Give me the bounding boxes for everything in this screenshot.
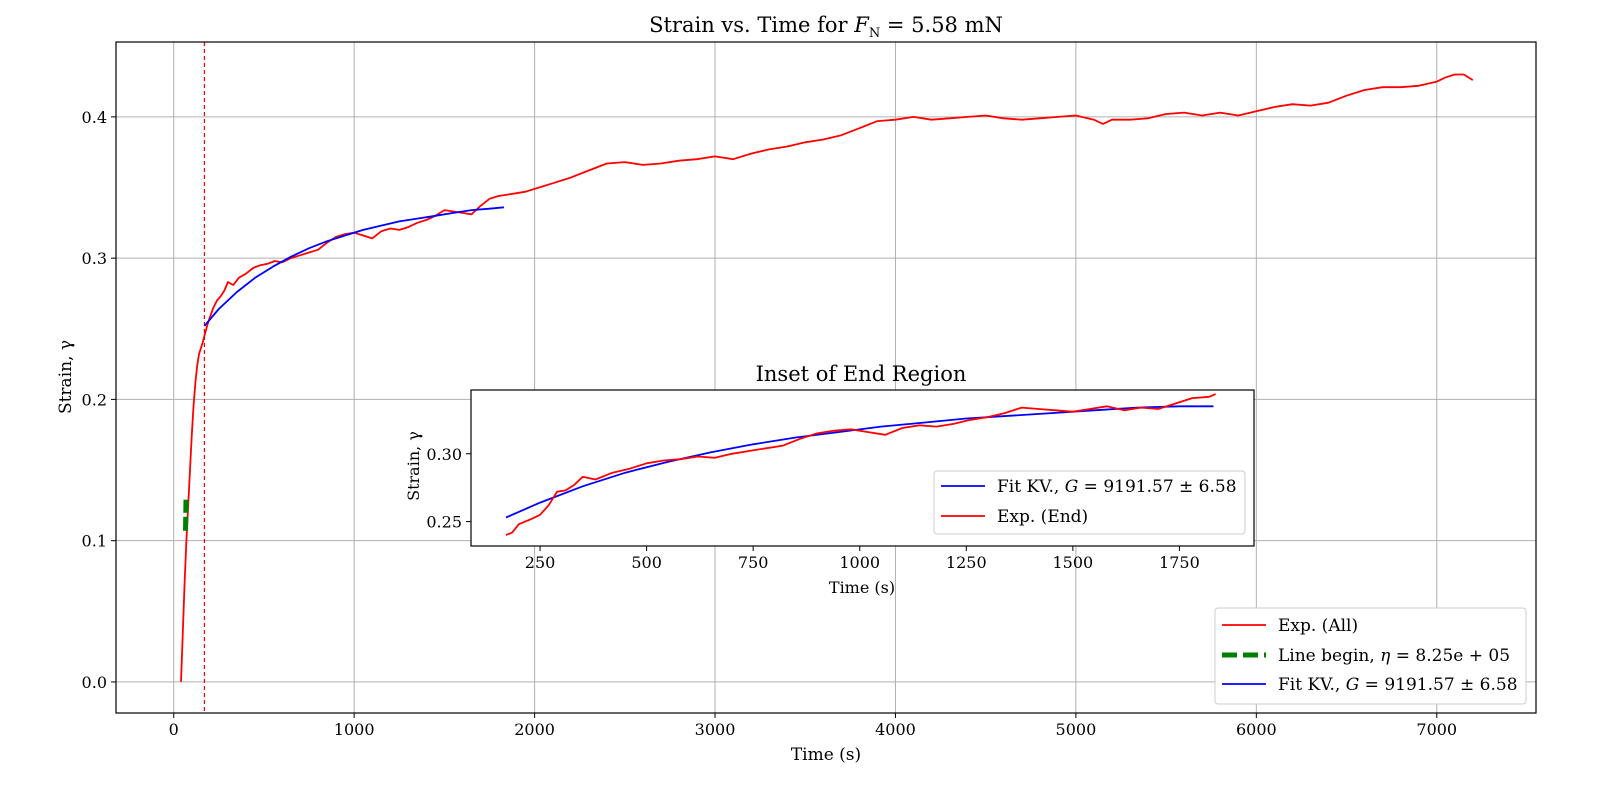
x-tick-label-0: 0 bbox=[169, 720, 179, 739]
legend-label-line-begin: Line begin, η = 8.25e + 05 bbox=[1278, 646, 1510, 666]
inset-legend-label-exp-end: Exp. (End) bbox=[997, 507, 1088, 527]
inset-y-tick-label-1: 0.30 bbox=[426, 445, 462, 464]
main-y-axis-label: Strain, γ bbox=[56, 340, 76, 414]
inset-title: Inset of End Region bbox=[756, 362, 967, 386]
inset-series-fit-kv bbox=[505, 405, 1214, 519]
inset-x-axis-label: Time (s) bbox=[829, 578, 895, 597]
y-tick-label-2: 0.2 bbox=[82, 390, 107, 409]
inset-x-tick-label-1750: 1750 bbox=[1159, 553, 1200, 572]
legend-label-exp-all: Exp. (All) bbox=[1278, 616, 1358, 636]
inset-x-tick-label-1500: 1500 bbox=[1052, 553, 1093, 572]
y-tick-label-0: 0.0 bbox=[82, 673, 107, 692]
series-fit-kv bbox=[203, 206, 504, 327]
legend-label-fit: Fit KV., G = 9191.57 ± 6.58 bbox=[1278, 675, 1518, 695]
main-x-ticks: 0 1000 2000 3000 4000 5000 6000 7000 bbox=[169, 713, 1457, 739]
main-legend-box bbox=[1214, 607, 1527, 705]
inset-y-ticks: 0.25 0.30 bbox=[426, 445, 471, 532]
inset-x-tick-label-750: 750 bbox=[738, 553, 769, 572]
main-axes-frame bbox=[115, 41, 1537, 714]
x-tick-label-6000: 6000 bbox=[1236, 720, 1277, 739]
inset-legend-label-fit: Fit KV., G = 9191.57 ± 6.58 bbox=[997, 477, 1237, 497]
inset-x-ticks: 250 500 750 1000 1250 1500 1750 bbox=[525, 546, 1200, 572]
x-tick-label-1000: 1000 bbox=[334, 720, 375, 739]
x-tick-label-4000: 4000 bbox=[875, 720, 916, 739]
inset-series bbox=[505, 393, 1216, 536]
x-tick-label-2000: 2000 bbox=[514, 720, 555, 739]
inset-x-tick-label-250: 250 bbox=[525, 553, 556, 572]
main-x-axis-label: Time (s) bbox=[791, 745, 861, 765]
y-tick-label-1: 0.1 bbox=[82, 532, 107, 551]
main-title: Strain vs. Time for FN = 5.58 mN bbox=[649, 13, 1003, 41]
inset-x-tick-label-1000: 1000 bbox=[839, 553, 880, 572]
main-series bbox=[180, 73, 1474, 682]
series-line-begin bbox=[183, 499, 189, 531]
inset-axes-frame bbox=[470, 389, 1255, 547]
main-legend: Exp. (All) Line begin, η = 8.25e + 05 Fi… bbox=[1214, 607, 1527, 705]
inset-legend: Fit KV., G = 9191.57 ± 6.58 Exp. (End) bbox=[933, 470, 1246, 535]
x-tick-label-7000: 7000 bbox=[1416, 720, 1457, 739]
inset-y-axis-label: Strain, γ bbox=[404, 431, 423, 501]
inset-legend-box bbox=[933, 470, 1246, 535]
inset-y-tick-label-0: 0.25 bbox=[426, 513, 462, 532]
inset-x-tick-label-500: 500 bbox=[631, 553, 662, 572]
x-tick-label-3000: 3000 bbox=[695, 720, 736, 739]
x-tick-label-5000: 5000 bbox=[1056, 720, 1097, 739]
y-tick-label-3: 0.3 bbox=[82, 249, 107, 268]
inset-x-tick-label-1250: 1250 bbox=[946, 553, 987, 572]
y-tick-label-4: 0.4 bbox=[82, 108, 107, 127]
inset-plot: 250 500 750 1000 1250 1500 1750 0.25 0.30 Inset… bbox=[404, 362, 1255, 597]
main-y-ticks: 0.0 0.1 0.2 0.3 0.4 bbox=[82, 108, 116, 692]
series-exp-all bbox=[180, 73, 1474, 682]
inset-series-exp-end bbox=[505, 393, 1216, 536]
